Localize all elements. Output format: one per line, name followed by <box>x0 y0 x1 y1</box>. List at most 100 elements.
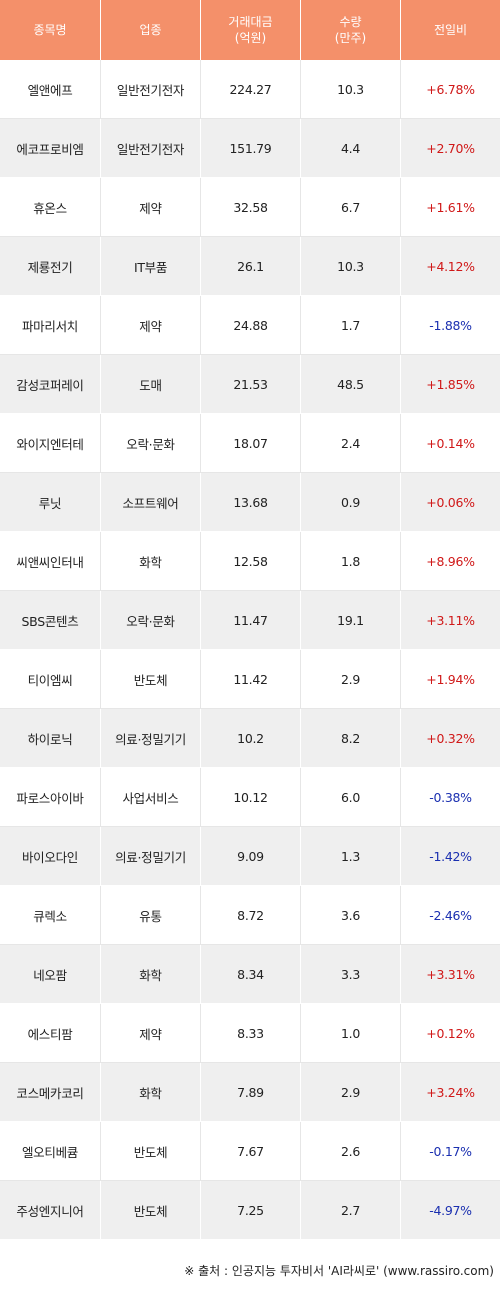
table-row: 에코프로비엠 일반전기전자 151.79 4.4 +2.70% <box>0 119 500 178</box>
stock-name-cell: 주성엔지니어 <box>16 1203 84 1219</box>
amount-cell: 11.42 <box>200 650 300 708</box>
source-note: ※ 출처 : 인공지능 투자비서 'AI라씨로' (www.rassiro.co… <box>184 1264 494 1278</box>
table-row: 제룡전기 IT부품 26.1 10.3 +4.12% <box>0 237 500 296</box>
qty-cell: 3.6 <box>300 886 400 944</box>
sector-cell: 유통 <box>100 886 200 944</box>
change-cell: -2.46% <box>400 886 500 944</box>
header-unit: (억원) <box>234 31 267 45</box>
sector-cell: 반도체 <box>100 1122 200 1180</box>
qty-cell: 6.0 <box>300 768 400 826</box>
change-cell: +4.12% <box>400 237 500 295</box>
qty-cell: 2.7 <box>300 1181 400 1239</box>
amount-cell: 8.34 <box>200 945 300 1003</box>
amount-cell: 10.12 <box>200 768 300 826</box>
sector-cell: 의료·정밀기기 <box>100 709 200 767</box>
amount-cell: 26.1 <box>200 237 300 295</box>
table-row: 씨앤씨인터내 화학 12.58 1.8 +8.96% <box>0 532 500 591</box>
amount-cell: 18.07 <box>200 414 300 472</box>
sector-cell: 의료·정밀기기 <box>100 827 200 885</box>
change-cell: +1.85% <box>400 355 500 413</box>
change-cell: +6.78% <box>400 60 500 118</box>
sector-cell: 오락·문화 <box>100 414 200 472</box>
change-cell: +0.32% <box>400 709 500 767</box>
sector-cell: IT부품 <box>100 237 200 295</box>
table-row: 하이로닉 의료·정밀기기 10.2 8.2 +0.32% <box>0 709 500 768</box>
qty-cell: 1.3 <box>300 827 400 885</box>
header-name: 종목명 <box>0 0 100 60</box>
sector-cell: 화학 <box>100 532 200 590</box>
amount-cell: 11.47 <box>200 591 300 649</box>
amount-cell: 12.58 <box>200 532 300 590</box>
change-cell: -0.17% <box>400 1122 500 1180</box>
change-cell: -1.88% <box>400 296 500 354</box>
header-sector: 업종 <box>100 0 200 60</box>
qty-cell: 1.7 <box>300 296 400 354</box>
table-row: SBS콘텐츠 오락·문화 11.47 19.1 +3.11% <box>0 591 500 650</box>
qty-cell: 1.0 <box>300 1004 400 1062</box>
stock-name-cell: 엘오티베큠 <box>21 1144 78 1160</box>
change-cell: +2.70% <box>400 119 500 177</box>
amount-cell: 24.88 <box>200 296 300 354</box>
change-cell: -0.38% <box>400 768 500 826</box>
sector-cell: 화학 <box>100 1063 200 1121</box>
change-cell: +0.12% <box>400 1004 500 1062</box>
change-cell: +8.96% <box>400 532 500 590</box>
header-label: 수량 <box>339 15 362 29</box>
stock-name-cell: 코스메카코리 <box>16 1085 84 1101</box>
amount-cell: 13.68 <box>200 473 300 531</box>
change-cell: +0.14% <box>400 414 500 472</box>
table-row: 감성코퍼레이 도매 21.53 48.5 +1.85% <box>0 355 500 414</box>
header-label: 전일비 <box>433 23 468 37</box>
amount-cell: 21.53 <box>200 355 300 413</box>
change-cell: +3.11% <box>400 591 500 649</box>
qty-cell: 2.6 <box>300 1122 400 1180</box>
table-row: 엘오티베큠 반도체 7.67 2.6 -0.17% <box>0 1122 500 1181</box>
amount-cell: 32.58 <box>200 178 300 236</box>
stock-name-cell: 큐렉소 <box>33 908 67 924</box>
table-row: 휴온스 제약 32.58 6.7 +1.61% <box>0 178 500 237</box>
stock-name-cell: 네오팜 <box>33 967 67 983</box>
amount-cell: 7.25 <box>200 1181 300 1239</box>
stock-name-cell: 하이로닉 <box>27 731 73 747</box>
qty-cell: 10.3 <box>300 60 400 118</box>
sector-cell: 반도체 <box>100 1181 200 1239</box>
table-row: 큐렉소 유통 8.72 3.6 -2.46% <box>0 886 500 945</box>
sector-cell: 소프트웨어 <box>100 473 200 531</box>
stock-name-cell: 감성코퍼레이 <box>16 377 84 393</box>
amount-cell: 10.2 <box>200 709 300 767</box>
stock-name-cell: SBS콘텐츠 <box>21 613 79 629</box>
stock-name-cell: 파마리서치 <box>21 318 78 334</box>
qty-cell: 3.3 <box>300 945 400 1003</box>
amount-cell: 7.89 <box>200 1063 300 1121</box>
change-cell: +1.94% <box>400 650 500 708</box>
table-row: 네오팜 화학 8.34 3.3 +3.31% <box>0 945 500 1004</box>
qty-cell: 48.5 <box>300 355 400 413</box>
header-label: 종목명 <box>33 23 67 37</box>
change-cell: -4.97% <box>400 1181 500 1239</box>
stock-name-cell: 씨앤씨인터내 <box>16 554 84 570</box>
amount-cell: 9.09 <box>200 827 300 885</box>
table-row: 티이엠씨 반도체 11.42 2.9 +1.94% <box>0 650 500 709</box>
qty-cell: 4.4 <box>300 119 400 177</box>
table-row: 에스티팜 제약 8.33 1.0 +0.12% <box>0 1004 500 1063</box>
amount-cell: 224.27 <box>200 60 300 118</box>
table-row: 루닛 소프트웨어 13.68 0.9 +0.06% <box>0 473 500 532</box>
stock-name-cell: 제룡전기 <box>27 259 73 275</box>
table-row: 엘앤에프 일반전기전자 224.27 10.3 +6.78% <box>0 60 500 119</box>
sector-cell: 사업서비스 <box>100 768 200 826</box>
sector-cell: 제약 <box>100 1004 200 1062</box>
stock-name-cell: 에스티팜 <box>27 1026 73 1042</box>
stock-name-cell: 와이지엔터테 <box>16 436 84 452</box>
change-cell: +3.31% <box>400 945 500 1003</box>
change-cell: +1.61% <box>400 178 500 236</box>
stock-name-cell: 에코프로비엠 <box>16 141 84 157</box>
header-unit: (만주) <box>334 31 367 45</box>
sector-cell: 화학 <box>100 945 200 1003</box>
header-label: 업종 <box>139 23 162 37</box>
sector-cell: 도매 <box>100 355 200 413</box>
qty-cell: 6.7 <box>300 178 400 236</box>
qty-cell: 0.9 <box>300 473 400 531</box>
table-row: 파로스아이바 사업서비스 10.12 6.0 -0.38% <box>0 768 500 827</box>
qty-cell: 1.8 <box>300 532 400 590</box>
stock-name-cell: 엘앤에프 <box>27 82 73 98</box>
